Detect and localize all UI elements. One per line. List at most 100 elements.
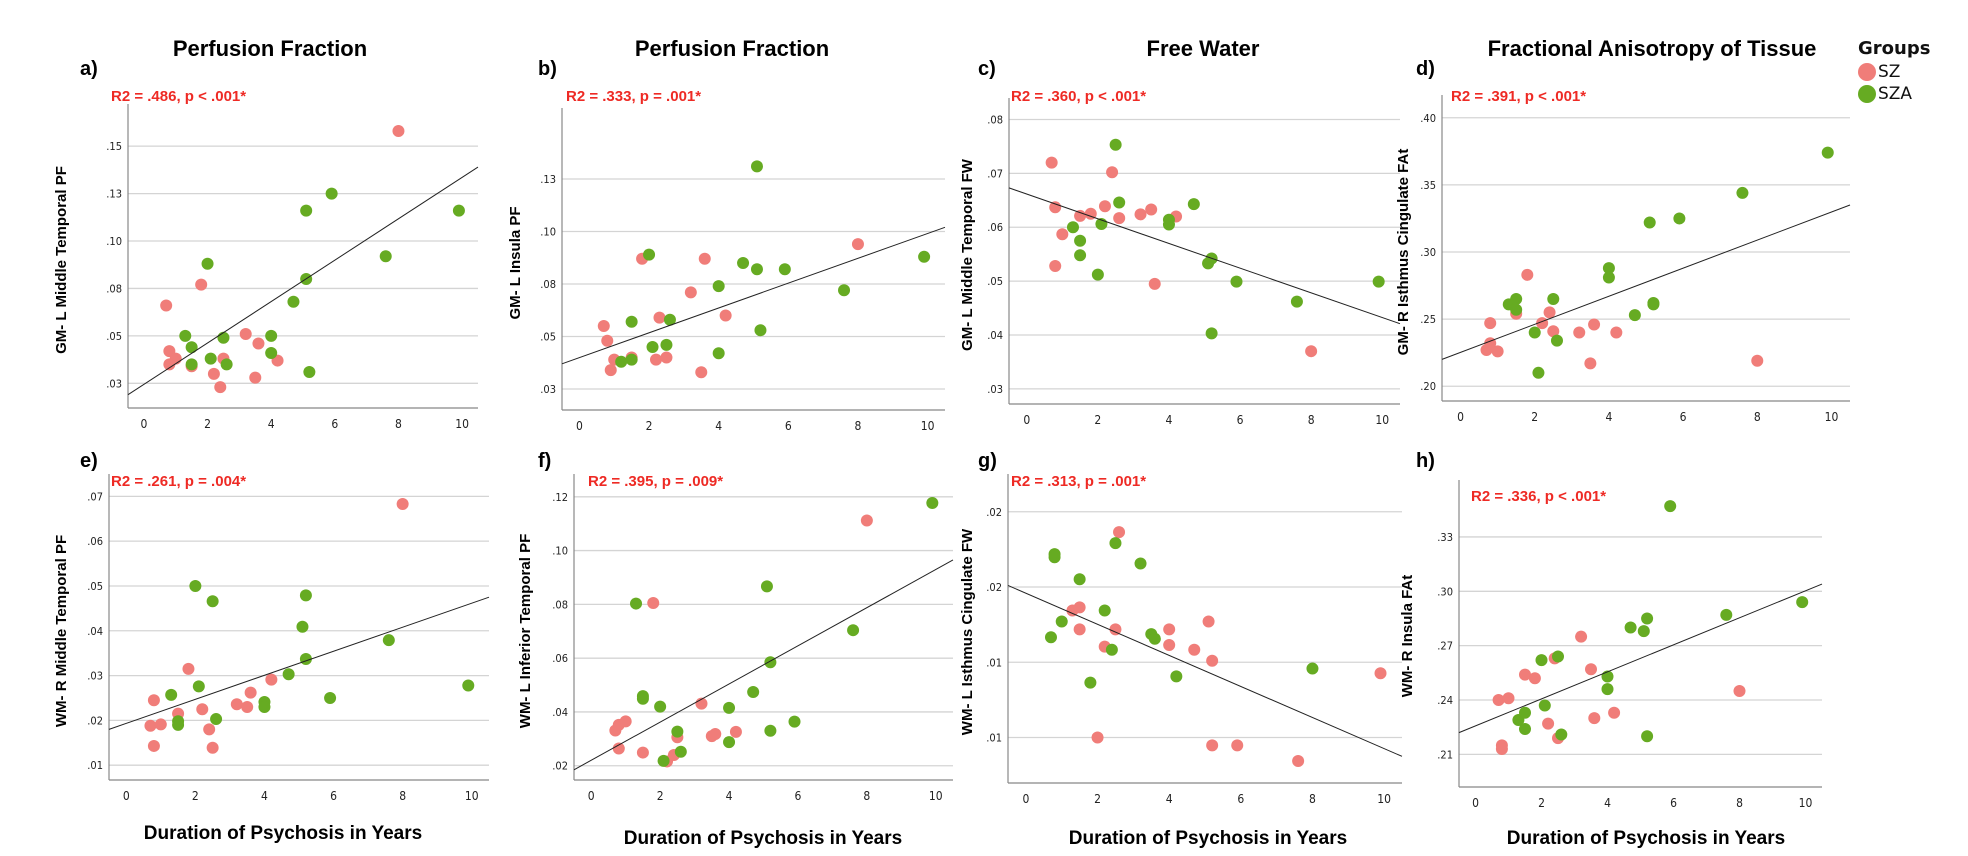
panel-f-point-sz <box>636 746 649 759</box>
panel-d-point-sza <box>1502 298 1515 311</box>
panel-h-point-sz <box>1502 692 1515 705</box>
panel-a-x-tick-label: 10 <box>455 417 469 431</box>
panel-a-y-tick-label: .10 <box>106 235 122 248</box>
panel-a-x-tick-label: 6 <box>331 417 338 431</box>
panel-h-point-sz <box>1585 663 1597 676</box>
panel-c-point-sza <box>1205 327 1218 340</box>
panel-e-y-tick-label: .03 <box>87 670 103 683</box>
panel-c-point-sza <box>1074 249 1087 262</box>
panel-h-letter: h) <box>1416 450 1435 472</box>
panel-e-point-sz <box>203 723 216 736</box>
panel-d-y-tick-label: .25 <box>1420 313 1436 326</box>
panel-a-point-sza <box>220 358 233 371</box>
panel-d-y-tick-label: .35 <box>1420 179 1436 192</box>
panel-e-y-tick-label: .04 <box>87 625 103 638</box>
panel-c-point-sz <box>1134 208 1147 221</box>
panel-d-point-sza <box>1550 334 1563 347</box>
panel-g-point-sz <box>1231 739 1244 752</box>
panel-a-stat-annotation: R2 = .486, p < .001* <box>111 88 247 105</box>
panel-a-y-tick-label: .15 <box>106 140 122 153</box>
panel-c-point-sz <box>1106 166 1119 179</box>
panel-d-point-sz <box>1510 307 1523 320</box>
panel-g-letter: g) <box>978 450 997 472</box>
panel-f-y-tick-label: .04 <box>552 706 568 719</box>
panel-e-point-sz <box>144 719 157 732</box>
panel-a-regression-line <box>127 166 479 396</box>
panel-a-point-sza <box>452 204 465 217</box>
panel-e-point-sz <box>147 694 160 707</box>
legend-marker-sz <box>1858 63 1876 81</box>
panel-h-point-sza <box>1641 730 1654 743</box>
panel-b-point-sza <box>712 280 725 293</box>
panel-b-point-sza <box>754 324 767 337</box>
panel-g-y-tick-label: .02 <box>986 506 1002 519</box>
panel-h-point-sza <box>1552 650 1564 663</box>
panel-b-point-sz <box>601 334 614 347</box>
panel-e-x-tick-label: 0 <box>123 789 130 803</box>
panel-c-point-sza <box>1095 218 1108 231</box>
panel-b-point-sz <box>719 309 732 322</box>
panel-f-point-sza <box>926 496 939 509</box>
panel-b-point-sz <box>650 353 663 366</box>
panel-f-point-sza <box>630 597 643 610</box>
panel-f-point-sza <box>764 656 777 669</box>
panel-a-point-sz <box>249 371 262 384</box>
panel-b-point-sza <box>646 341 659 353</box>
panel-b-y-tick-label: .05 <box>540 331 556 344</box>
panel-f-x-axis-label: Duration of Psychosis in Years <box>623 828 903 849</box>
panel-h-y-tick-label: .24 <box>1437 694 1453 707</box>
panel-g-point-sz <box>1188 643 1201 656</box>
panel-g-x-tick-label: 0 <box>1022 792 1029 806</box>
panel-c-point-sza <box>1187 198 1200 211</box>
panel-a-point-sz <box>271 354 284 367</box>
panel-a-point-sza <box>265 346 278 359</box>
panel-g-point-sz <box>1292 755 1305 768</box>
panel-e-point-sza <box>299 589 312 602</box>
panel-a-point-sz <box>214 381 227 394</box>
panel-f-point-sz <box>661 755 674 768</box>
panel-h-stat-annotation: R2 = .336, p < .001* <box>1471 488 1607 505</box>
panel-d-x-tick-label: 2 <box>1531 410 1538 424</box>
panel-f-point-sz <box>671 731 684 744</box>
panel-g-y-tick-label: .02 <box>986 581 1002 594</box>
panel-f-y-tick-label: .08 <box>552 598 568 611</box>
panel-d-y-tick-label: .40 <box>1420 112 1436 125</box>
panel-b-x-tick-label: 8 <box>855 419 862 433</box>
panel-d-point-sza <box>1643 216 1656 229</box>
panel-e-y-axis-label: WM- R Middle Temporal PF <box>53 535 70 727</box>
panel-d-point-sza <box>1647 298 1660 311</box>
panel-b-point-sza <box>625 315 638 328</box>
panel-f-point-sza <box>671 725 684 738</box>
panel-g-regression-line <box>1007 585 1403 757</box>
panel-a-y-tick-label: .05 <box>106 330 122 343</box>
panel-c-point-sza <box>1162 213 1175 226</box>
panel-a-y-tick-label: .08 <box>106 282 122 295</box>
panel-d-point-sza <box>1547 292 1560 305</box>
panel-a-point-sza <box>303 365 316 378</box>
panel-c-y-tick-label: .07 <box>987 167 1003 180</box>
panel-f-x-tick-label: 6 <box>795 789 802 803</box>
panel-f-stat-annotation: R2 = .395, p = .009* <box>588 473 724 490</box>
panel-a-point-sz <box>185 360 198 373</box>
panel-d-point-sz <box>1484 337 1497 350</box>
panel-c-stat-annotation: R2 = .360, p < .001* <box>1011 88 1147 105</box>
panel-h-point-sza <box>1601 670 1614 683</box>
panel-h-point-sz <box>1495 742 1508 755</box>
panel-e-stat-annotation: R2 = .261, p = .004* <box>111 473 247 490</box>
panel-h-x-tick-label: 8 <box>1736 796 1743 810</box>
panel-d-point-sz <box>1480 343 1493 356</box>
panel-h-point-sza <box>1538 699 1551 712</box>
panel-e-point-sza <box>324 691 337 704</box>
panel-c-point-sza <box>1113 196 1126 209</box>
panel-f-x-tick-label: 4 <box>726 789 733 803</box>
panel-f-point-sz <box>612 742 625 755</box>
panel-f-point-sza <box>723 701 736 714</box>
panel-c-regression-line <box>1008 187 1401 325</box>
panel-d-x-tick-label: 10 <box>1825 410 1839 424</box>
panel-h-point-sza <box>1637 625 1650 638</box>
panel-c-y-tick-label: .03 <box>987 383 1003 396</box>
panel-g-point-sz <box>1163 623 1176 636</box>
